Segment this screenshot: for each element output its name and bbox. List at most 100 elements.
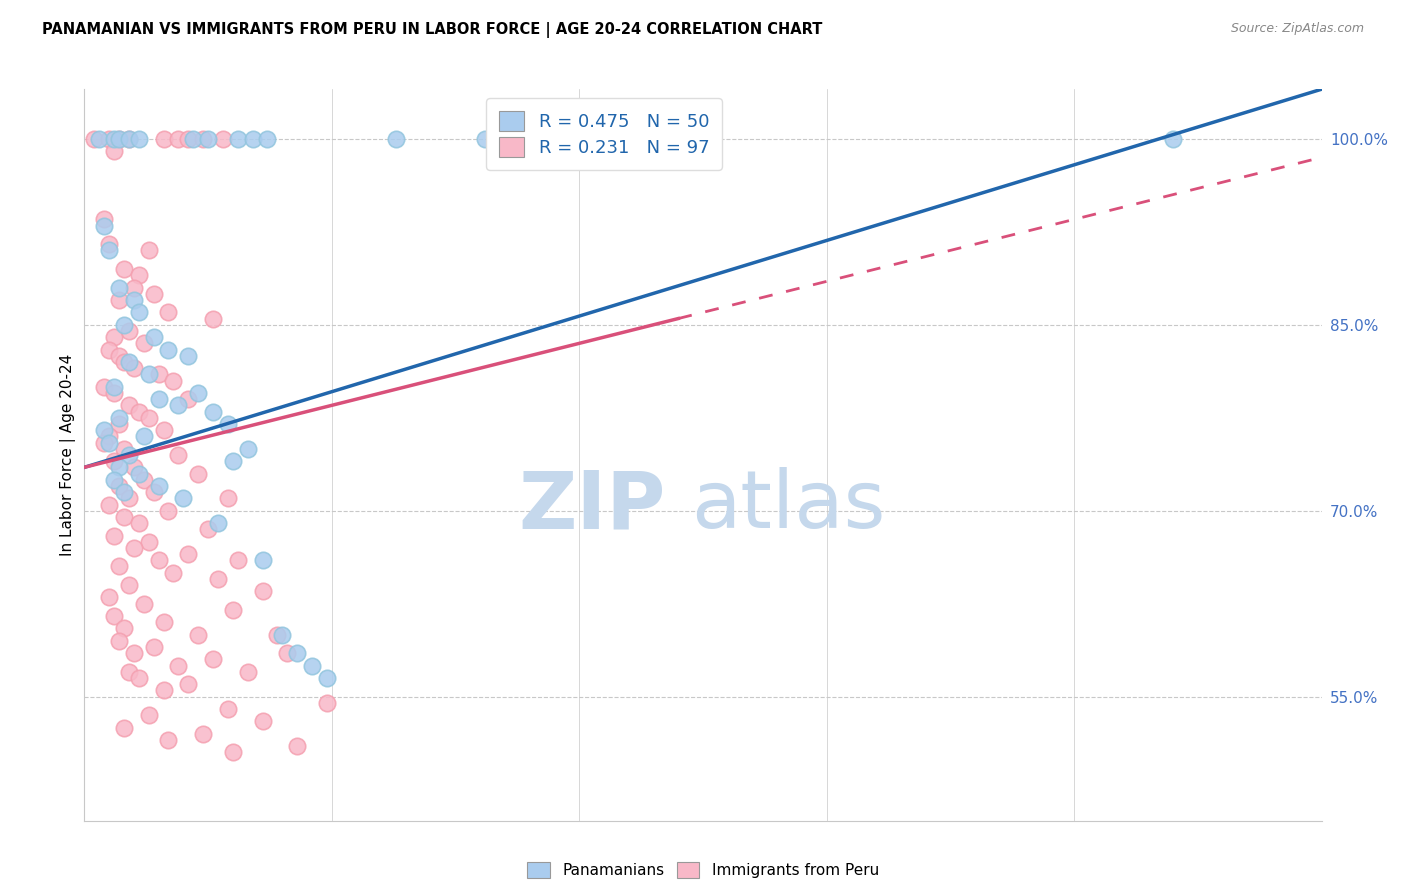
Point [138,368,160,382]
Point [112,355,135,369]
Point [128,268,150,282]
Legend: R = 0.475   N = 50, R = 0.231   N = 97: R = 0.475 N = 50, R = 0.231 N = 97 [486,98,721,169]
Point [197,132,219,146]
Point [266,628,288,642]
Point [256,132,278,146]
Point [187,467,209,481]
Point [112,262,135,277]
Point [93,212,115,227]
Point [538,132,561,146]
Point [103,330,125,344]
Point [108,349,131,363]
Point [202,652,225,666]
Point [1161,132,1184,146]
Point [315,671,337,685]
Point [162,566,184,580]
Point [152,423,174,437]
Point [118,355,141,369]
Point [118,578,141,592]
Point [152,615,174,630]
Point [148,392,170,406]
Point [98,237,121,252]
Point [212,132,235,146]
Point [162,374,184,388]
Point [132,336,155,351]
Point [138,244,160,258]
Point [108,559,131,574]
Point [118,324,141,338]
Point [157,305,180,319]
Point [108,132,131,146]
Legend: Panamanians, Immigrants from Peru: Panamanians, Immigrants from Peru [522,856,884,884]
Point [108,633,131,648]
Point [112,622,135,636]
Point [93,435,115,450]
Point [103,609,125,624]
Point [98,498,121,512]
Point [132,429,155,443]
Point [152,683,174,698]
Point [118,132,141,146]
Point [128,516,150,530]
Point [112,721,135,735]
Point [128,132,150,146]
Point [112,485,135,500]
Point [128,467,150,481]
Point [142,286,165,301]
Point [474,132,496,146]
Point [122,460,145,475]
Point [252,584,274,599]
Point [222,603,245,617]
Point [138,534,160,549]
Point [108,132,131,146]
Point [226,553,249,567]
Point [197,522,219,536]
Point [252,553,274,567]
Point [108,293,131,307]
Text: atlas: atlas [690,467,884,545]
Point [271,628,294,642]
Point [181,132,204,146]
Point [177,349,200,363]
Text: ZIP: ZIP [519,467,666,545]
Point [142,640,165,654]
Point [276,646,298,660]
Point [187,386,209,401]
Point [103,132,125,146]
Point [385,132,408,146]
Point [142,330,165,344]
Point [122,280,145,294]
Point [108,417,131,431]
Point [122,646,145,660]
Point [118,398,141,412]
Point [187,628,209,642]
Point [236,665,259,679]
Point [112,509,135,524]
Point [191,727,214,741]
Point [217,702,239,716]
Point [177,132,200,146]
Point [142,485,165,500]
Point [128,671,150,685]
Point [108,280,131,294]
Point [242,132,264,146]
Point [236,442,259,456]
Point [122,541,145,555]
Point [118,132,141,146]
Point [128,305,150,319]
Point [226,132,249,146]
Point [177,392,200,406]
Point [177,547,200,561]
Point [98,132,121,146]
Point [152,132,174,146]
Point [315,696,337,710]
Point [148,553,170,567]
Point [148,368,170,382]
Point [157,343,180,357]
Point [118,448,141,462]
Point [167,658,190,673]
Point [217,491,239,506]
Point [98,244,121,258]
Point [157,504,180,518]
Point [103,473,125,487]
